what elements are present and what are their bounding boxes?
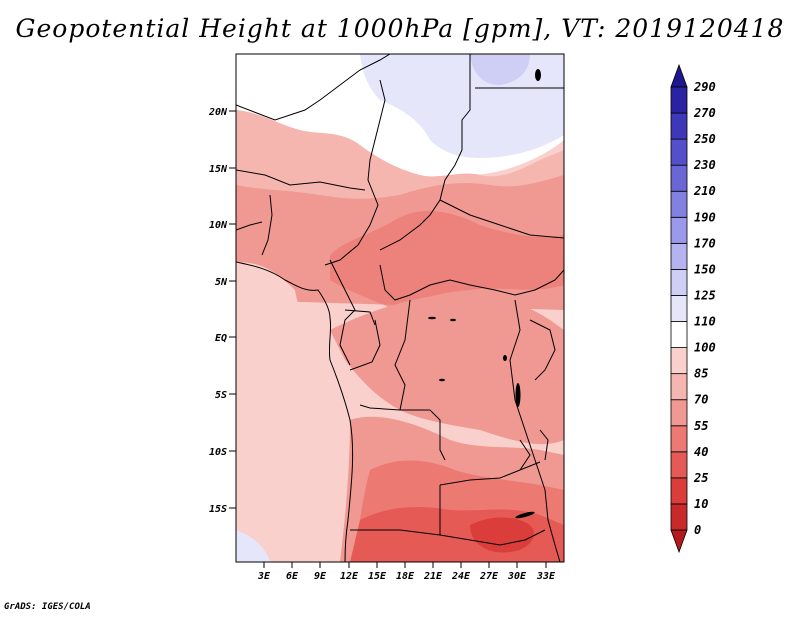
lon-label: 6E <box>286 571 299 582</box>
lon-label: 15E <box>368 571 387 582</box>
colorbar-segment <box>670 295 688 322</box>
lon-label: 18E <box>396 571 415 582</box>
height-field <box>236 54 564 562</box>
colorbar-label: 290 <box>693 80 716 94</box>
lat-label: 15N <box>209 164 228 175</box>
colorbar-label: 125 <box>694 288 716 302</box>
colorbar-lower-extension <box>670 529 688 554</box>
colorbar-label: 190 <box>694 210 716 224</box>
colorbar-segment <box>670 112 688 140</box>
colorbar-label: 25 <box>693 471 708 485</box>
colorbar-segment <box>670 399 688 427</box>
colorbar-label: 170 <box>694 236 716 250</box>
colorbar-label: 0 <box>694 523 701 537</box>
colorbar-label: 70 <box>694 393 708 407</box>
field-congo <box>330 293 564 445</box>
axis-ticks <box>229 110 547 568</box>
map-title: Geopotential Height at 1000hPa [gpm], VT… <box>15 14 785 43</box>
lon-label: 12E <box>340 571 359 582</box>
lon-label: 27E <box>479 571 499 582</box>
map-frame <box>235 53 565 563</box>
colorbar-label: 40 <box>694 445 708 459</box>
colorbar-label: 100 <box>694 341 716 355</box>
colorbar-segment <box>670 216 688 244</box>
colorbar-segment <box>670 451 688 479</box>
colorbar-segment <box>670 269 688 296</box>
colorbar-label: 10 <box>694 497 708 511</box>
field-level-55-70 <box>330 210 564 310</box>
longitude-labels: 3E 6E 9E 12E 15E 18E 21E 24E 27E 30E 33E <box>257 571 556 582</box>
colorbar-label: 270 <box>693 106 716 120</box>
field-level-150-170 <box>470 54 530 86</box>
lat-label: 20N <box>208 107 228 118</box>
lon-label: 21E <box>423 571 443 582</box>
lat-label: EQ <box>215 333 227 344</box>
colorbar-label: 55 <box>694 419 708 433</box>
colorbar-label: 110 <box>694 315 716 329</box>
colorbar-segment <box>670 347 688 375</box>
colorbar-segment <box>670 425 688 453</box>
colorbar-upper-extension <box>670 63 688 88</box>
field-sw-corner <box>236 530 270 562</box>
colorbar-segment <box>670 242 688 270</box>
colorbar-segment <box>670 503 688 531</box>
colorbar-label: 210 <box>693 184 716 198</box>
lon-label: 9E <box>314 571 327 582</box>
colorbar-segment <box>670 321 688 348</box>
country-borders <box>236 54 564 562</box>
lon-label: 30E <box>507 571 527 582</box>
lon-label: 33E <box>536 571 556 582</box>
field-nw-white <box>236 54 300 88</box>
lat-label: 5S <box>215 390 227 401</box>
colorbar-label: 150 <box>694 262 716 276</box>
colorbar-label: 250 <box>693 132 716 146</box>
lon-label: 24E <box>451 571 471 582</box>
credit-text: GrADS: IGES/COLA <box>4 602 91 612</box>
colorbar-segment <box>670 190 688 218</box>
colorbar: 0 10 25 40 55 70 85 100 110 125 150 170 190 210 230 250… <box>670 63 716 554</box>
lat-label: 15S <box>209 504 227 515</box>
colorbar-segment <box>670 86 688 114</box>
colorbar-segment <box>670 164 688 192</box>
inland-water <box>428 69 541 519</box>
field-level-25-40 <box>470 517 534 553</box>
lat-label: 10N <box>209 220 228 231</box>
lat-label: 10S <box>209 447 227 458</box>
lat-label: 5N <box>215 277 228 288</box>
lon-label: 3E <box>257 571 271 582</box>
latitude-labels: 20N 15N 10N 5N EQ 5S 10S 15S <box>208 107 228 515</box>
colorbar-segment <box>670 477 688 505</box>
field-atlantic <box>236 262 356 562</box>
colorbar-segment <box>670 373 688 401</box>
colorbar-label: 230 <box>693 158 716 172</box>
colorbar-segment <box>670 138 688 166</box>
colorbar-label: 85 <box>694 367 708 381</box>
